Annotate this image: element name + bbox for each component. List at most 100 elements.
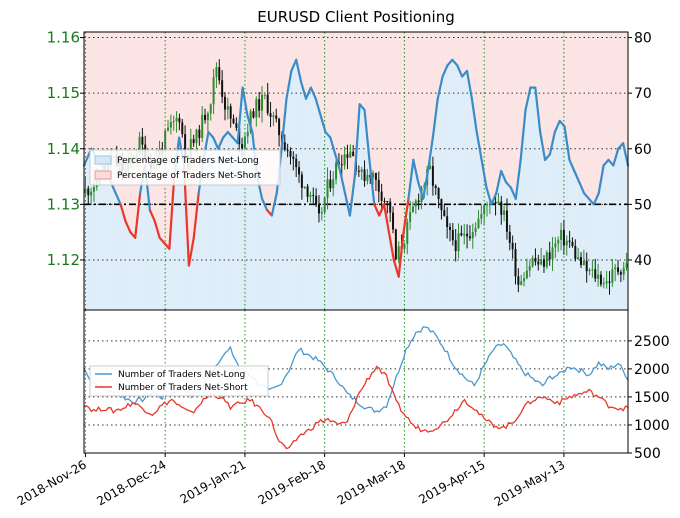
price-bar-body: [198, 129, 201, 139]
net-short-fill-band: [491, 32, 495, 202]
net-long-fill-band: [205, 139, 209, 310]
net-short-fill-band: [557, 32, 560, 124]
price-bar-body: [537, 261, 540, 265]
net-short-fill-band: [427, 32, 431, 163]
price-bar-body: [505, 210, 508, 232]
net-long-fill-band: [220, 140, 224, 310]
net-short-fill-band: [91, 32, 95, 151]
net-short-fill-band: [98, 32, 102, 162]
net-short-fill-band: [296, 32, 299, 66]
net-short-fill-band: [535, 32, 539, 99]
net-long-fill-band: [240, 101, 243, 310]
net-long-fill-band: [91, 150, 95, 310]
price-bar-body: [289, 150, 292, 157]
net-short-fill-band: [245, 32, 248, 109]
price-bar-body: [577, 257, 580, 259]
net-long-fill-band: [596, 196, 600, 310]
price-bar-body: [363, 169, 366, 181]
percentage-line-segment: [553, 119, 561, 134]
net-long-fill-band: [101, 165, 104, 310]
net-short-fill-band: [537, 32, 541, 121]
price-bar-body: [204, 114, 207, 121]
percentage-line-segment: [417, 181, 425, 200]
price-bar-body: [221, 80, 224, 97]
price-bar-body: [189, 139, 192, 158]
price-bar-body: [178, 118, 181, 123]
net-long-fill-band: [171, 194, 175, 310]
net-long-fill-band: [542, 152, 546, 310]
net-long-fill-band: [591, 202, 595, 310]
net-short-fill-band: [340, 32, 343, 177]
net-long-fill-band: [396, 272, 399, 310]
net-short-fill-band: [403, 32, 407, 224]
net-short-fill-band: [86, 32, 90, 158]
percentage-line-segment: [436, 75, 444, 100]
net-long-fill-band: [308, 90, 312, 310]
price-bar-body: [172, 121, 175, 123]
price-tick-label: 1.15: [47, 84, 80, 102]
net-short-fill-band: [410, 32, 414, 170]
top-legend: Percentage of Traders Net-Long Percentag…: [89, 149, 281, 186]
net-short-fill-band: [384, 32, 387, 212]
price-bar-body: [625, 263, 628, 268]
net-short-fill-band: [471, 32, 475, 108]
net-long-fill-band: [406, 207, 409, 310]
price-bar-body: [346, 154, 349, 158]
net-long-fill-band: [427, 162, 431, 310]
net-short-fill-band: [396, 32, 399, 273]
net-long-fill-band: [166, 247, 170, 310]
percentage-line-segment: [153, 219, 161, 239]
net-short-fill-band: [484, 32, 487, 181]
net-long-fill-band: [227, 133, 231, 310]
net-long-fill-band: [120, 208, 124, 310]
net-long-fill-band: [481, 166, 485, 310]
net-long-fill-band: [403, 223, 407, 310]
percentage-line-segment: [402, 197, 410, 234]
price-bar-body: [255, 99, 258, 118]
percentage-line-segment: [456, 64, 464, 78]
net-long-fill-band: [554, 129, 558, 310]
net-short-fill-band: [608, 32, 612, 162]
net-short-fill-band: [103, 32, 107, 170]
net-short-fill-band: [440, 32, 443, 83]
net-short-fill-band: [386, 32, 390, 226]
percentage-line-segment: [124, 219, 132, 234]
net-long-fill-band: [352, 186, 356, 310]
percentage-line-segment: [470, 97, 478, 134]
price-bar-body: [468, 236, 471, 239]
net-short-fill-band: [581, 32, 585, 191]
percentage-line-segment: [348, 175, 356, 217]
net-long-fill-band: [310, 90, 314, 310]
net-long-fill-band: [466, 77, 470, 311]
percentage-line-segment: [192, 192, 200, 239]
percentage-tick-label: 70: [634, 86, 652, 102]
net-short-fill-band: [388, 32, 392, 240]
price-tick-label: 1.13: [47, 195, 80, 213]
net-short-fill-band: [391, 32, 395, 254]
net-long-fill-band: [540, 139, 543, 310]
price-bar-body: [343, 154, 346, 166]
net-short-fill-band: [525, 32, 529, 105]
price-bar-body: [523, 278, 526, 282]
net-long-fill-band: [223, 136, 226, 310]
net-short-fill-band: [574, 32, 578, 174]
bottom-legend: Number of Traders Net-Long Number of Tra…: [89, 365, 269, 397]
price-bar-body: [494, 201, 497, 204]
percentage-line-segment: [480, 158, 488, 189]
net-short-fill-band: [247, 32, 251, 120]
net-short-fill-band: [130, 32, 134, 234]
percentage-line-segment: [241, 86, 249, 117]
net-long-fill-band: [284, 111, 287, 310]
price-bar-body: [201, 114, 204, 139]
net-long-fill-band: [545, 158, 548, 310]
net-long-fill-band: [484, 180, 487, 310]
percentage-line-segment: [300, 80, 308, 100]
net-long-fill-band: [567, 151, 570, 310]
price-bar-body: [249, 111, 252, 132]
percentage-line-segment: [387, 231, 395, 262]
net-short-fill-band: [559, 32, 563, 123]
net-short-fill-band: [235, 32, 238, 142]
price-bar-body: [303, 186, 306, 188]
net-short-fill-band: [406, 32, 409, 208]
net-long-fill-band: [371, 193, 375, 310]
